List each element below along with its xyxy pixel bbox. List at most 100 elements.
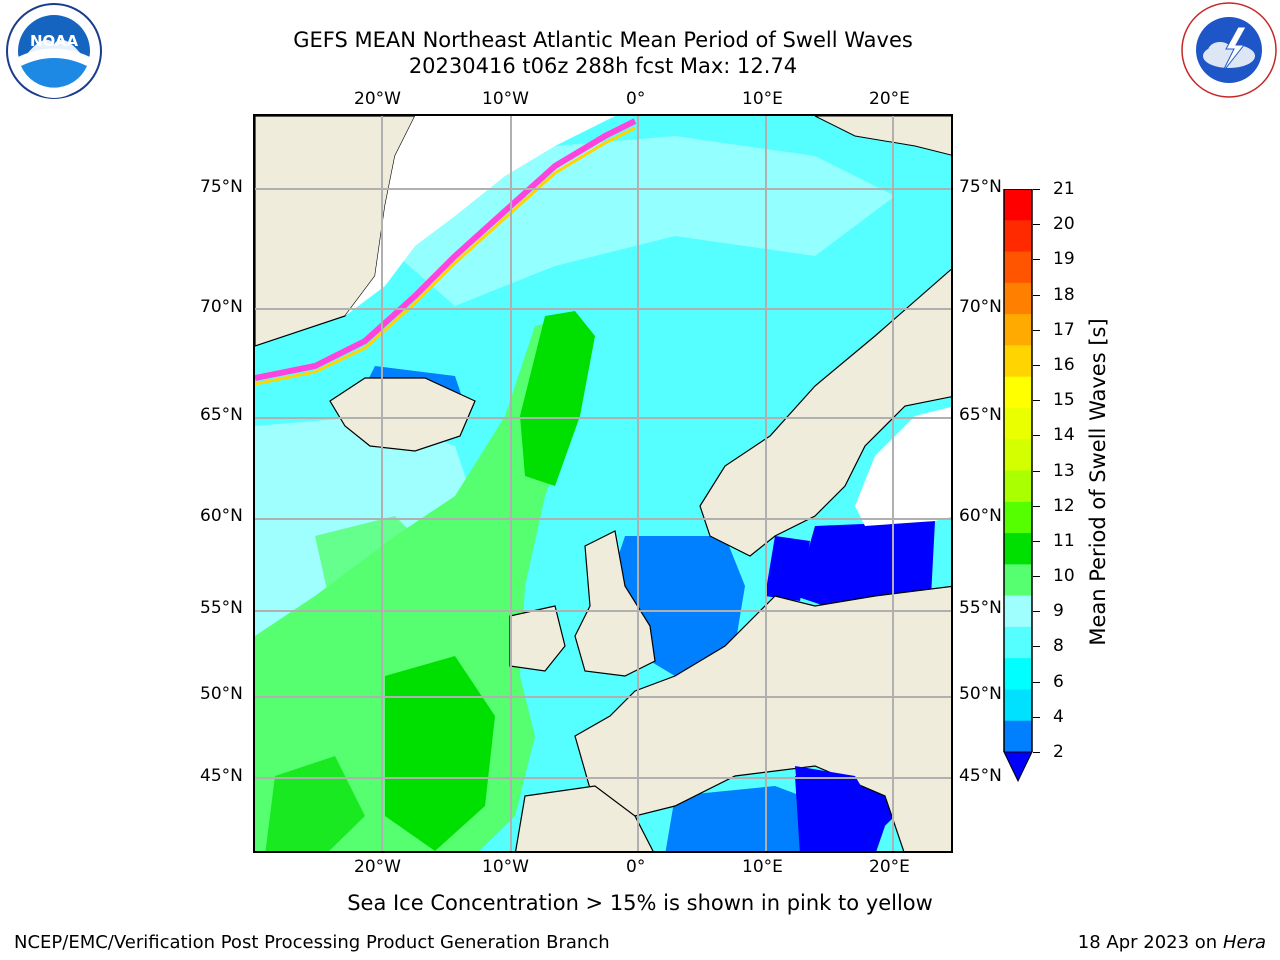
colorbar-tick-mark (1033, 646, 1040, 648)
land-scandinavia (699, 268, 951, 557)
lat-label-right: 45°N (959, 766, 1002, 786)
colorbar-swatch (1004, 564, 1032, 597)
map-panel (253, 114, 953, 853)
lon-label-top: 20°W (354, 89, 401, 109)
lon-label-bottom: 0° (626, 857, 646, 877)
colorbar-swatch (1004, 626, 1032, 659)
colorbar-tick-label: 14 (1053, 425, 1075, 446)
colorbar-tick-label: 18 (1053, 284, 1075, 305)
colorbar-tick-label: 12 (1053, 495, 1075, 516)
colorbar-tick-mark (1033, 576, 1040, 578)
colorbar-swatch (1004, 533, 1032, 565)
swell-zone-green (315, 516, 445, 636)
lat-label-right: 65°N (959, 405, 1002, 425)
noaa-text: NOAA (29, 32, 79, 50)
swell-zone-deep (765, 536, 810, 601)
colorbar-tick-label: 10 (1053, 566, 1075, 587)
colorbar-swatch (1004, 282, 1032, 315)
colorbar-tick-mark (1033, 435, 1040, 437)
colorbar-tick-label: 20 (1053, 214, 1075, 235)
lat-label-left: 50°N (200, 684, 243, 704)
lat-label-right: 70°N (959, 297, 1002, 317)
sea-ice-area (255, 116, 615, 346)
colorbar-tick-label: 2 (1053, 742, 1064, 762)
lon-label-top: 10°E (742, 89, 783, 109)
footer-machine: Hera (1222, 932, 1266, 953)
colorbar-tick-label: 4 (1053, 706, 1064, 727)
map-title: GEFS MEAN Northeast Atlantic Mean Period… (293, 28, 913, 52)
lat-label-right: 75°N (959, 177, 1002, 197)
lat-label-left: 60°N (200, 506, 243, 526)
colorbar-tick-label: 11 (1053, 530, 1075, 551)
colorbar-swatch (1004, 501, 1032, 534)
lat-label-left: 65°N (200, 405, 243, 425)
map-subtitle: 20230416 t06z 288h fcst Max: 12.74 (408, 54, 798, 78)
colorbar-tick-label: 16 (1053, 354, 1075, 375)
colorbar-swatch (1004, 220, 1032, 253)
swell-period-map (255, 116, 951, 851)
colorbar-tick-label: 21 (1053, 179, 1075, 199)
colorbar-swatch (1004, 595, 1032, 628)
grid-lat (255, 610, 951, 612)
colorbar-outline (1003, 188, 1033, 752)
ice-caption: Sea Ice Concentration > 15% is shown in … (347, 891, 933, 915)
lon-label-top: 10°W (482, 89, 529, 109)
colorbar-tick-mark (1033, 470, 1040, 472)
colorbar-tick-mark (1033, 224, 1040, 226)
colorbar (1003, 188, 1033, 783)
colorbar-tick-mark (1033, 400, 1040, 402)
colorbar-tick-mark (1033, 364, 1040, 366)
colorbar-swatches (1003, 188, 1033, 783)
swell-zone-bright (265, 756, 365, 851)
nws-logo (1180, 1, 1278, 99)
swell-zone-bright (520, 311, 595, 486)
colorbar-tick-label: 15 (1053, 390, 1075, 411)
grid-lat (255, 696, 951, 698)
colorbar-swatch (1004, 189, 1032, 221)
colorbar-swatch (1004, 470, 1032, 503)
grid-lon (381, 116, 383, 851)
grid-lat (255, 308, 951, 310)
lat-label-left: 45°N (200, 766, 243, 786)
colorbar-swatch (1004, 658, 1032, 690)
colorbar-swatch (1004, 251, 1032, 284)
lon-label-bottom: 20°W (354, 857, 401, 877)
colorbar-swatch (1004, 314, 1032, 346)
colorbar-swatch (1004, 345, 1032, 378)
grid-lon (892, 116, 894, 851)
colorbar-tick-label: 13 (1053, 460, 1075, 481)
colorbar-tick-label: 9 (1053, 601, 1064, 622)
lon-label-top: 20°E (869, 89, 910, 109)
land-britain (574, 530, 656, 677)
colorbar-tick-label: 8 (1053, 636, 1064, 657)
colorbar-tick-label: 19 (1053, 249, 1075, 270)
footer-left: NCEP/EMC/Verification Post Processing Pr… (14, 932, 610, 953)
grid-lon (637, 116, 639, 851)
lat-label-left: 70°N (200, 297, 243, 317)
lat-label-right: 50°N (959, 684, 1002, 704)
footer-right: 18 Apr 2023 on Hera (1078, 932, 1266, 953)
footer-date: 18 Apr 2023 on (1077, 932, 1223, 953)
land-iceland (329, 377, 476, 452)
grid-lat (255, 188, 951, 190)
land-iberia (515, 785, 654, 851)
colorbar-extend-triangle (1003, 751, 1033, 783)
sea-ice-edge (255, 126, 636, 386)
grid-lon (510, 116, 512, 851)
land-finland-white (855, 407, 951, 526)
noaa-logo: NOAA (5, 2, 103, 100)
colorbar-swatch (1004, 376, 1032, 409)
colorbar-tick-mark (1033, 294, 1040, 296)
colorbar-tick-mark (1033, 329, 1040, 331)
colorbar-tick-mark (1033, 752, 1040, 753)
colorbar-swatch (1004, 720, 1032, 753)
lon-label-bottom: 10°W (482, 857, 529, 877)
colorbar-tick-mark (1033, 611, 1040, 613)
colorbar-swatch (1004, 439, 1032, 471)
swell-zone-bright (385, 656, 495, 851)
lon-label-bottom: 10°E (742, 857, 783, 877)
sea-ice-edge (255, 118, 637, 381)
lat-label-right: 60°N (959, 506, 1002, 526)
lon-label-top: 0° (626, 89, 646, 109)
grid-lat (255, 417, 951, 419)
